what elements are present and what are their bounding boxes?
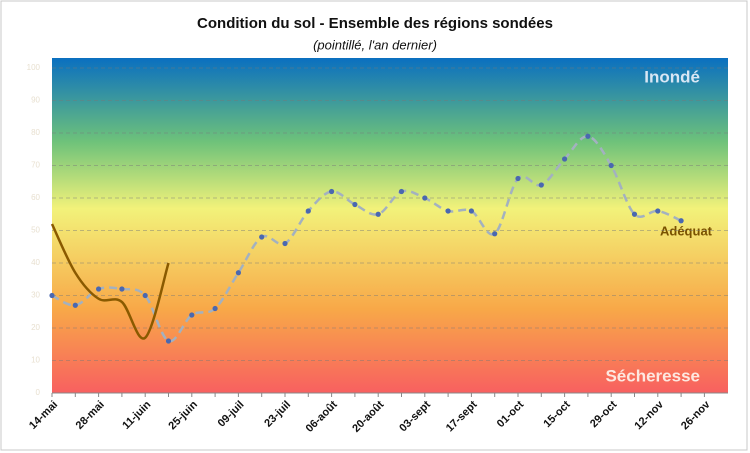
- y-tick-label: 40: [31, 258, 40, 267]
- y-tick-label: 30: [31, 291, 40, 300]
- point: [538, 182, 544, 188]
- y-tick-label: 20: [31, 323, 40, 332]
- y-tick-label: 80: [31, 128, 40, 137]
- point: [678, 218, 684, 224]
- point: [72, 302, 78, 308]
- y-tick-label: 100: [27, 63, 41, 72]
- y-tick-label: 50: [31, 226, 40, 235]
- y-tick-label: 90: [31, 96, 40, 105]
- point: [212, 305, 218, 312]
- point: [142, 292, 148, 299]
- point: [631, 211, 638, 217]
- annotation: Inondé: [644, 67, 700, 86]
- point: [119, 286, 125, 292]
- point: [235, 270, 241, 276]
- point: [422, 195, 428, 201]
- point: [165, 338, 172, 344]
- point: [305, 208, 311, 214]
- y-tick-label: 0: [36, 388, 41, 397]
- chart-title: Condition du sol - Ensemble des régions …: [197, 15, 553, 32]
- y-tick-label: 60: [31, 193, 40, 202]
- point: [329, 188, 335, 195]
- point: [96, 286, 102, 292]
- point: [515, 175, 521, 182]
- chart-subtitle: (pointillé, l'an dernier): [313, 37, 437, 52]
- annotation: Adéquat: [660, 223, 713, 238]
- point: [608, 162, 614, 169]
- series-line: [51, 135, 682, 343]
- plot-background: [52, 58, 728, 393]
- point: [189, 312, 195, 318]
- point: [352, 201, 358, 208]
- point: [282, 240, 288, 247]
- point: [562, 156, 568, 162]
- y-tick-label: 10: [31, 356, 40, 365]
- point: [492, 231, 498, 237]
- point: [585, 133, 591, 139]
- series-line: [50, 223, 170, 340]
- point: [468, 208, 474, 214]
- point: [398, 188, 405, 195]
- point: [655, 208, 661, 214]
- point: [375, 211, 381, 217]
- y-tick-label: 70: [31, 161, 40, 170]
- point: [49, 292, 55, 299]
- annotation: Sécheresse: [605, 366, 700, 385]
- point: [445, 208, 451, 214]
- point: [259, 234, 265, 240]
